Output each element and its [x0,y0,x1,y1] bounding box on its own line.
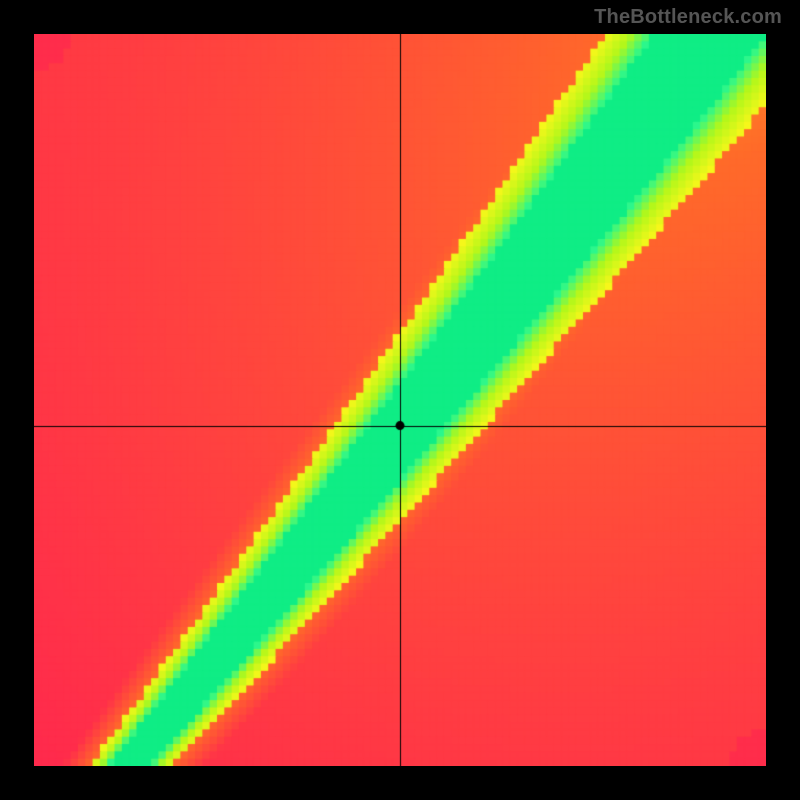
watermark-text: TheBottleneck.com [594,6,782,29]
chart-container: TheBottleneck.com [0,0,800,800]
bottleneck-heatmap [34,34,766,766]
